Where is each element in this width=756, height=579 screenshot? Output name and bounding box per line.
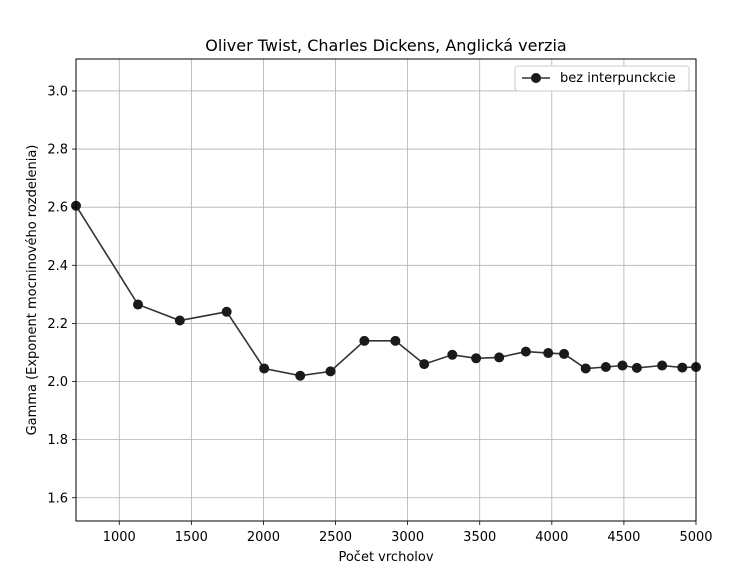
data-point xyxy=(559,348,570,359)
data-point xyxy=(617,360,628,371)
y-tick-label: 2.8 xyxy=(47,143,68,158)
legend-label: bez interpunckcie xyxy=(560,71,676,86)
y-axis-label: Gamma (Exponent mocninového rozdelenia) xyxy=(25,145,40,436)
data-point xyxy=(390,335,401,346)
x-axis-label: Počet vrcholov xyxy=(338,550,433,565)
data-point xyxy=(174,315,185,326)
series-marker-layer xyxy=(71,200,701,381)
x-tick-label: 4500 xyxy=(607,530,640,545)
y-tick-label: 2.4 xyxy=(47,259,68,274)
y-tick-label: 1.6 xyxy=(47,491,68,506)
data-point xyxy=(520,346,531,357)
y-tick-label: 2.0 xyxy=(47,375,68,390)
y-tick-label: 3.0 xyxy=(47,84,68,99)
y-tick-label: 2.6 xyxy=(47,201,68,216)
x-tick-label: 2500 xyxy=(319,530,352,545)
x-tick-label: 3500 xyxy=(463,530,496,545)
data-point xyxy=(657,360,668,371)
x-tick-label: 1000 xyxy=(103,530,136,545)
data-point xyxy=(494,352,505,363)
data-point xyxy=(677,362,688,373)
x-tick-label: 2000 xyxy=(247,530,280,545)
data-point xyxy=(325,366,336,377)
data-point xyxy=(447,349,458,360)
data-point xyxy=(580,363,591,374)
legend-marker-swatch xyxy=(531,73,541,83)
y-tick-label: 2.2 xyxy=(47,317,68,332)
data-point xyxy=(221,306,232,317)
data-point xyxy=(295,370,306,381)
data-point xyxy=(631,362,642,373)
data-point xyxy=(133,299,143,310)
y-tick-label: 1.8 xyxy=(47,433,68,448)
x-tick-label: 1500 xyxy=(175,530,208,545)
legend: bez interpunckcie xyxy=(514,65,690,92)
y-axis-ticks: 1.6 1.8 2.0 2.2 2.4 2.6 2.8 3.0 xyxy=(47,84,76,506)
data-point xyxy=(543,348,554,359)
data-point xyxy=(471,353,482,364)
x-tick-label: 3000 xyxy=(391,530,424,545)
data-point xyxy=(419,359,430,370)
x-tick-label: 5000 xyxy=(679,530,712,545)
data-point xyxy=(259,363,270,374)
chart-title: Oliver Twist, Charles Dickens, Anglická … xyxy=(205,36,566,55)
legend-box xyxy=(514,65,690,92)
plot-frame xyxy=(75,58,697,522)
data-point xyxy=(359,335,370,346)
x-tick-label: 4000 xyxy=(535,530,568,545)
data-point xyxy=(600,362,611,372)
x-axis-ticks: 1000 1500 2000 2500 3000 3500 4000 4500 5000 xyxy=(103,521,713,545)
